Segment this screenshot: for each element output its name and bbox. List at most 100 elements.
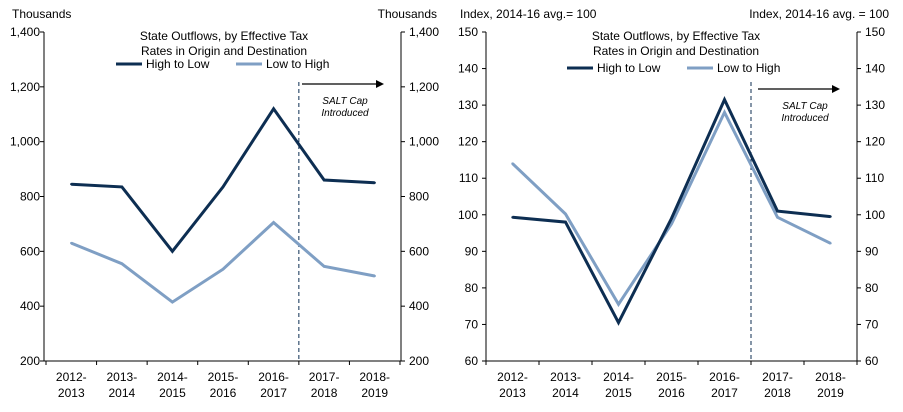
x-tick-label-top: 2015-: [208, 370, 239, 384]
y-tick-label-left: 140: [458, 62, 478, 76]
y-axis-unit-left: Index, 2014-16 avg.= 100: [460, 7, 597, 21]
x-tick-label-top: 2012-: [497, 370, 528, 384]
y-tick-label-left: 1,200: [10, 80, 40, 94]
chart-title-line-2: Rates in Origin and Destination: [593, 44, 759, 58]
y-tick-label-left: 200: [20, 354, 40, 368]
y-tick-label-left: 60: [465, 354, 479, 368]
data-point-high-to-low: [120, 185, 124, 189]
y-tick-label-left: 100: [458, 208, 478, 222]
y-tick-label-right: 150: [865, 25, 885, 39]
y-tick-label-right: 100: [865, 208, 885, 222]
y-tick-label-left: 400: [20, 299, 40, 313]
x-tick-label-bottom: 2018: [764, 386, 791, 400]
y-tick-label-left: 90: [465, 244, 479, 258]
y-tick-label-right: 200: [409, 354, 429, 368]
x-tick-label-top: 2017-: [762, 370, 793, 384]
x-tick-label-bottom: 2014: [109, 386, 136, 400]
chart-title-line-1: State Outflows, by Effective Tax: [592, 29, 760, 43]
series-line-high-to-low: [512, 96, 831, 326]
x-tick-label-top: 2014-: [603, 370, 634, 384]
x-tick-label-top: 2013-: [550, 370, 581, 384]
series-line-low-to-high: [511, 108, 832, 308]
data-point-low-to-high: [171, 300, 174, 304]
y-axis-unit-right: Index, 2014-16 avg. = 100: [749, 7, 889, 21]
data-point-low-to-high: [70, 241, 73, 245]
x-tick-label-bottom: 2015: [159, 386, 186, 400]
chart-panel-2: 60 60 70 70 80 80 90 90 100 100 110 110 120 120 130 130…: [458, 7, 889, 400]
data-point-high-to-low: [171, 250, 174, 253]
data-point-high-to-low: [221, 185, 225, 189]
y-tick-label-right: 110: [865, 171, 884, 185]
legend-label-low-to-high: Low to High: [266, 57, 329, 71]
salt-cap-arrow-head: [832, 85, 840, 93]
x-tick-label-bottom: 2013: [58, 386, 85, 400]
data-point-high-to-low: [373, 181, 376, 184]
salt-cap-annotation-line-2: Introduced: [781, 113, 829, 124]
series-line-low-to-high: [70, 220, 375, 304]
legend-label-high-to-low: High to Low: [597, 61, 661, 75]
y-axis-unit-left: Thousands: [12, 7, 71, 21]
x-tick-label-bottom: 2017: [260, 386, 287, 400]
data-point-low-to-high: [564, 212, 567, 216]
chart-title-line-2: Rates in Origin and Destination: [141, 44, 307, 58]
y-axis-unit-right: Thousands: [378, 7, 437, 21]
y-tick-label-left: 80: [465, 281, 479, 295]
data-point-high-to-low: [272, 107, 275, 110]
data-point-high-to-low: [617, 321, 620, 324]
x-tick-label-bottom: 2017: [711, 386, 738, 400]
data-point-high-to-low: [829, 215, 832, 218]
chart-panel-1: 200 200 400 400 600 600 800 800 1,000 1,000 1,200 1…: [10, 7, 439, 400]
data-point-low-to-high: [120, 262, 124, 265]
series-line-high-to-low: [71, 106, 375, 254]
x-tick-label-bottom: 2013: [499, 386, 526, 400]
y-tick-label-right: 1,000: [409, 135, 439, 149]
salt-cap-arrow-head: [376, 80, 384, 88]
x-tick-label-bottom: 2018: [311, 386, 338, 400]
y-tick-label-left: 110: [459, 171, 478, 185]
salt-cap-annotation-line-1: SALT Cap: [322, 96, 368, 107]
legend-label-low-to-high: Low to High: [717, 61, 780, 75]
data-point-low-to-high: [221, 267, 225, 271]
y-tick-label-right: 70: [865, 317, 879, 331]
y-tick-label-right: 90: [865, 244, 879, 258]
y-tick-label-right: 400: [409, 299, 429, 313]
y-tick-label-left: 1,400: [10, 25, 40, 39]
x-tick-label-bottom: 2015: [605, 386, 632, 400]
y-tick-label-right: 800: [409, 190, 429, 204]
data-point-high-to-low: [511, 216, 514, 219]
y-tick-label-right: 600: [409, 244, 429, 258]
data-point-low-to-high: [511, 162, 514, 165]
x-tick-label-bottom: 2019: [817, 386, 844, 400]
x-tick-label-top: 2015-: [656, 370, 687, 384]
data-point-low-to-high: [272, 221, 275, 224]
data-point-low-to-high: [373, 274, 376, 278]
data-point-high-to-low: [322, 178, 326, 182]
x-tick-label-top: 2016-: [258, 370, 289, 384]
data-point-low-to-high: [776, 216, 779, 219]
y-tick-label-left: 130: [458, 98, 478, 112]
y-tick-label-right: 130: [865, 98, 885, 112]
x-tick-label-bottom: 2016: [210, 386, 237, 400]
x-tick-label-top: 2018-: [815, 370, 846, 384]
legend-label-high-to-low: High to Low: [146, 57, 210, 71]
y-tick-label-left: 800: [20, 190, 40, 204]
salt-cap-annotation-line-1: SALT Cap: [782, 101, 828, 112]
data-point-low-to-high: [723, 111, 726, 114]
y-tick-label-right: 80: [865, 281, 879, 295]
x-tick-label-top: 2017-: [309, 370, 340, 384]
data-point-low-to-high: [829, 242, 832, 245]
y-tick-label-left: 150: [458, 25, 478, 39]
y-tick-label-right: 120: [865, 135, 885, 149]
salt-cap-annotation-line-2: Introduced: [321, 108, 369, 119]
data-point-high-to-low: [70, 182, 73, 186]
data-point-low-to-high: [322, 265, 326, 268]
data-point-low-to-high: [670, 222, 673, 226]
y-tick-label-right: 140: [865, 62, 885, 76]
data-point-low-to-high: [617, 303, 620, 306]
x-tick-label-top: 2014-: [157, 370, 188, 384]
y-tick-label-right: 1,200: [409, 80, 439, 94]
data-point-high-to-low: [564, 220, 567, 224]
x-tick-label-top: 2013-: [107, 370, 138, 384]
